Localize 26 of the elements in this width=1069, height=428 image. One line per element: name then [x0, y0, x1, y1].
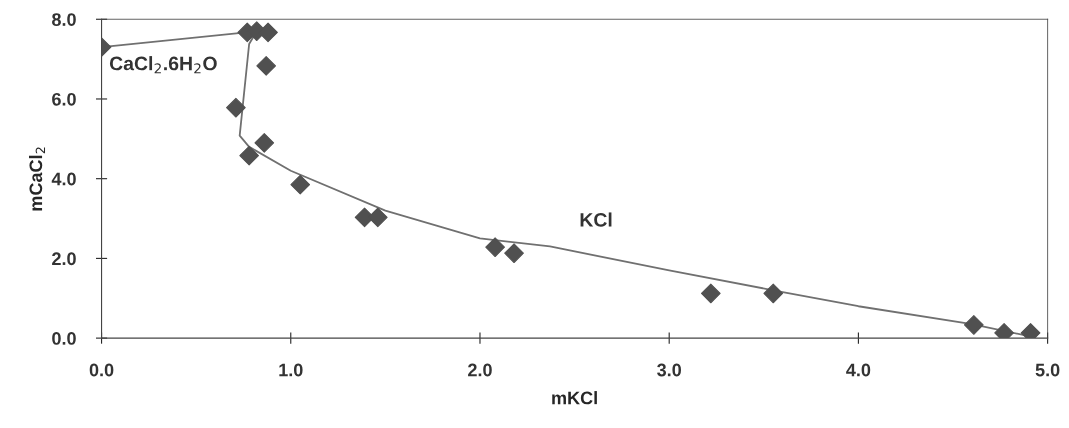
x-tick-label: 2.0	[468, 363, 492, 377]
point	[290, 174, 311, 195]
annotation: KCl	[580, 212, 612, 227]
y-tick-label: 8.0	[52, 13, 76, 26]
y-tick-label: 0.0	[52, 332, 76, 345]
point	[763, 283, 784, 304]
y-axis-title: mCaCl$_{2}$	[28, 147, 46, 211]
point	[485, 237, 505, 258]
x-axis-title: mKCl	[552, 391, 597, 405]
x-tick-label: 1.0	[279, 363, 303, 377]
point	[258, 22, 278, 43]
x-tick-label: 4.0	[846, 363, 871, 377]
point	[256, 56, 277, 76]
point	[254, 132, 275, 153]
x-tick-label: 5.0	[1035, 363, 1060, 377]
point	[226, 97, 246, 118]
y-tick-label: 6.0	[52, 92, 76, 106]
point	[239, 145, 259, 166]
point	[963, 315, 984, 335]
x-tick-label: 3.0	[657, 363, 681, 377]
point	[504, 243, 524, 264]
point	[700, 283, 721, 304]
x-tick-label: 0.0	[89, 363, 114, 377]
annotation: CaCl$_{2}$.6H$_{2}$O	[109, 56, 217, 74]
y-tick-label: 4.0	[51, 172, 76, 186]
y-tick-label: 2.0	[52, 252, 76, 266]
